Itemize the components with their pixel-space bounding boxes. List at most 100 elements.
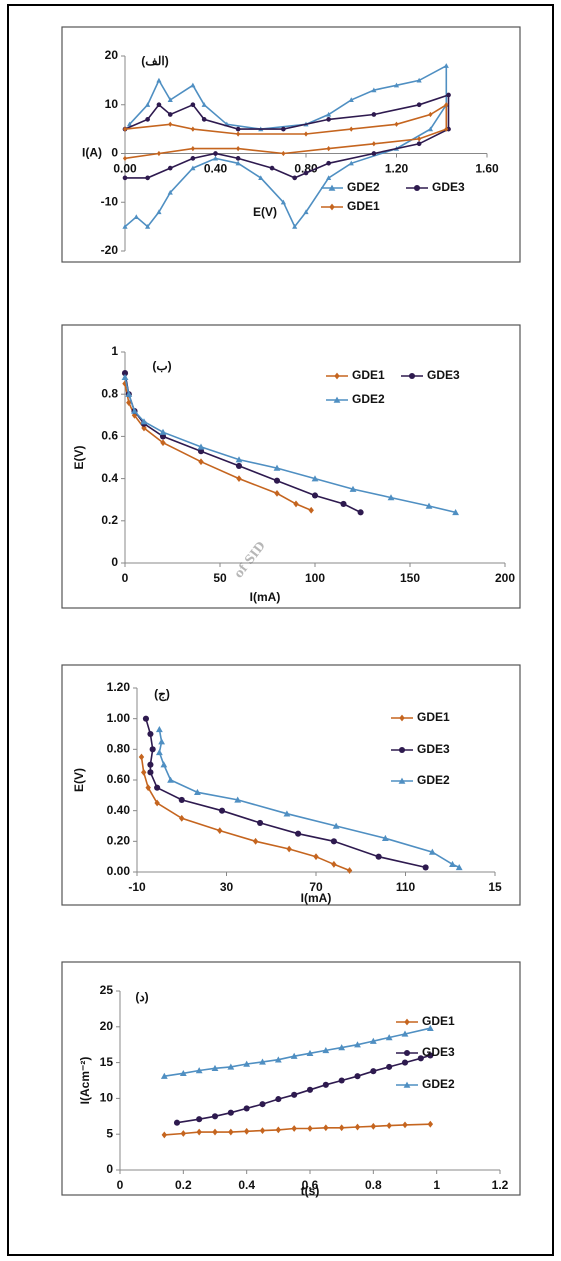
marker: [212, 155, 219, 161]
marker: [274, 1056, 282, 1063]
marker: [160, 1072, 168, 1079]
marker: [269, 165, 275, 171]
marker: [381, 834, 389, 841]
legend-marker: [413, 184, 421, 192]
marker: [142, 715, 150, 722]
marker: [145, 224, 151, 229]
y-tick-label: 1.20: [107, 680, 131, 694]
marker: [427, 1120, 434, 1128]
marker: [195, 1067, 203, 1074]
marker: [427, 126, 434, 132]
marker: [154, 799, 160, 807]
legend-marker: [403, 1049, 411, 1057]
legend-marker: [333, 396, 341, 403]
chart-panel: 0.00 0.20 0.40 0.60 0.80 1.00 1.20 -10 30 70 110 15…: [61, 664, 521, 906]
marker: [370, 1122, 377, 1130]
marker: [167, 112, 173, 117]
marker: [326, 117, 331, 122]
marker: [257, 819, 264, 826]
marker: [190, 126, 195, 132]
marker: [168, 121, 173, 127]
marker: [197, 443, 205, 450]
x-tick-label: 1.60: [475, 162, 499, 176]
legend-label: GDE1: [422, 1014, 455, 1028]
marker: [303, 170, 309, 176]
marker: [417, 136, 422, 142]
marker: [236, 146, 241, 152]
marker: [259, 1058, 266, 1065]
marker: [326, 175, 332, 180]
marker: [283, 810, 291, 817]
x-tick-label: 0.40: [204, 162, 228, 176]
x-tick-label: 200: [495, 571, 515, 585]
legend-marker: [329, 203, 335, 211]
x-tick-label: 70: [309, 880, 323, 894]
marker: [349, 126, 354, 132]
marker: [156, 150, 162, 157]
x-tick-label: 0.8: [365, 1178, 382, 1192]
x-tick-label: -10: [128, 880, 146, 894]
marker: [330, 838, 337, 845]
legend-label: GDE3: [427, 368, 460, 382]
marker: [322, 1081, 329, 1088]
marker: [156, 102, 162, 108]
marker: [386, 1063, 393, 1070]
legend-label: GDE2: [352, 392, 385, 406]
marker: [338, 1044, 346, 1051]
marker: [357, 509, 364, 516]
marker: [417, 1055, 424, 1062]
chart-panel: 0 5 10 15 20 25 0 0.2 0.4 0.6 0.8 1 1.2 t(s) I(Acm⁻²) (…: [61, 961, 521, 1198]
marker: [338, 1124, 345, 1132]
marker: [212, 1128, 218, 1136]
y-axis-label: E(V): [72, 768, 86, 792]
marker: [147, 730, 154, 738]
marker: [235, 126, 241, 132]
marker: [194, 788, 201, 795]
legend-marker: [334, 372, 340, 380]
marker: [427, 1052, 434, 1059]
marker: [291, 1091, 298, 1098]
legend-label: GDE1: [417, 710, 450, 724]
marker: [303, 131, 309, 137]
panel-annotation: (الف): [141, 54, 168, 68]
legend-label: GDE2: [347, 180, 380, 194]
y-tick-label: 0.20: [107, 834, 131, 848]
marker: [455, 864, 463, 871]
y-tick-label: -10: [101, 194, 119, 208]
marker: [121, 370, 129, 377]
marker: [179, 1069, 187, 1077]
y-tick-label: 20: [105, 48, 119, 62]
marker: [443, 63, 449, 68]
marker: [354, 1073, 361, 1080]
marker: [293, 500, 299, 508]
marker: [349, 485, 357, 492]
legend-marker: [398, 746, 406, 754]
marker: [167, 97, 173, 102]
marker: [292, 224, 298, 229]
marker: [155, 726, 163, 733]
legend-marker: [398, 777, 406, 784]
y-tick-label: 0: [111, 146, 118, 160]
marker: [428, 848, 436, 855]
marker: [190, 102, 196, 108]
marker: [387, 494, 395, 501]
marker: [281, 150, 286, 157]
marker: [155, 749, 163, 756]
marker: [326, 111, 332, 117]
marker: [190, 165, 196, 171]
x-tick-label: 110: [396, 880, 416, 894]
y-axis-label: E(V): [72, 445, 86, 469]
panel-annotation: (د): [135, 990, 148, 1004]
marker: [145, 784, 151, 792]
y-tick-label: 0.40: [107, 803, 131, 817]
marker: [393, 82, 400, 88]
marker: [147, 761, 154, 768]
marker: [371, 87, 377, 93]
marker: [444, 126, 449, 132]
x-tick-label: 30: [220, 880, 234, 894]
marker: [331, 860, 337, 868]
marker: [311, 492, 319, 499]
y-tick-label: 5: [106, 1126, 113, 1140]
marker: [371, 151, 377, 156]
marker: [161, 1131, 168, 1139]
